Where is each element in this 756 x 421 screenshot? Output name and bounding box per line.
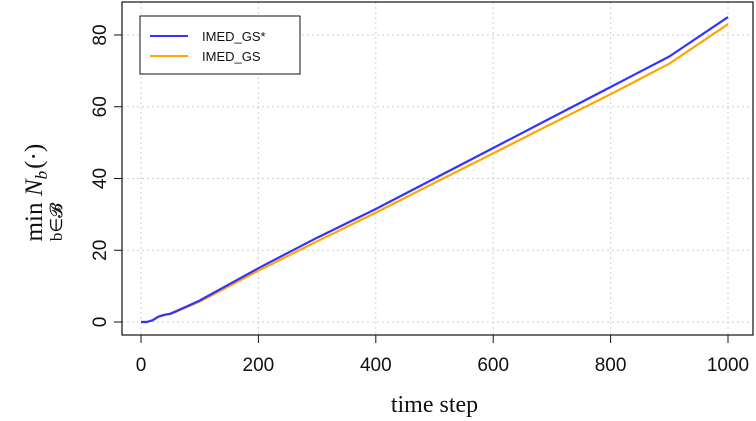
y-tick-label: 20	[90, 240, 111, 261]
x-tick-label: 200	[243, 355, 275, 376]
y-tick-label: 80	[90, 24, 111, 45]
legend-label: IMED_GS	[202, 49, 261, 64]
y-axis-title-symbol: N	[21, 178, 48, 197]
y-axis: 0 20 40 60 80	[90, 24, 123, 328]
y-axis-title-argument: (·)	[21, 144, 48, 169]
x-axis-title: time step	[391, 392, 478, 418]
y-axis-title-expression: Nb (·)	[21, 144, 51, 197]
legend-box	[139, 15, 301, 75]
legend-label: IMED_GS*	[202, 29, 266, 44]
x-tick-label: 400	[360, 355, 392, 376]
x-axis: 0 200 400 600 800 1000	[136, 334, 749, 376]
y-axis-title-operator: min	[21, 202, 48, 241]
series-lines	[141, 16, 729, 324]
x-tick-label: 0	[136, 355, 147, 376]
y-axis-title-symbol-subscript: b	[32, 171, 51, 180]
grid-lines	[122, 2, 753, 335]
x-tick-label: 600	[477, 355, 509, 376]
y-axis-title-subscript: b∈𝓑	[47, 202, 66, 241]
y-tick-label: 60	[90, 96, 111, 117]
y-axis-title: min b∈𝓑 Nb (·)	[21, 144, 66, 242]
y-tick-label: 0	[90, 317, 111, 328]
series-line-imed-gs-	[141, 16, 729, 324]
x-tick-label: 800	[595, 355, 627, 376]
legend: IMED_GS* IMED_GS	[139, 15, 301, 75]
x-tick-label: 1000	[707, 355, 749, 376]
y-tick-label: 40	[90, 168, 111, 189]
